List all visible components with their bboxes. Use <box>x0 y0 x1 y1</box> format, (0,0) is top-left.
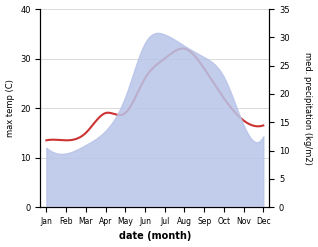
X-axis label: date (month): date (month) <box>119 231 191 242</box>
Y-axis label: med. precipitation (kg/m2): med. precipitation (kg/m2) <box>303 52 313 165</box>
Y-axis label: max temp (C): max temp (C) <box>5 79 15 137</box>
